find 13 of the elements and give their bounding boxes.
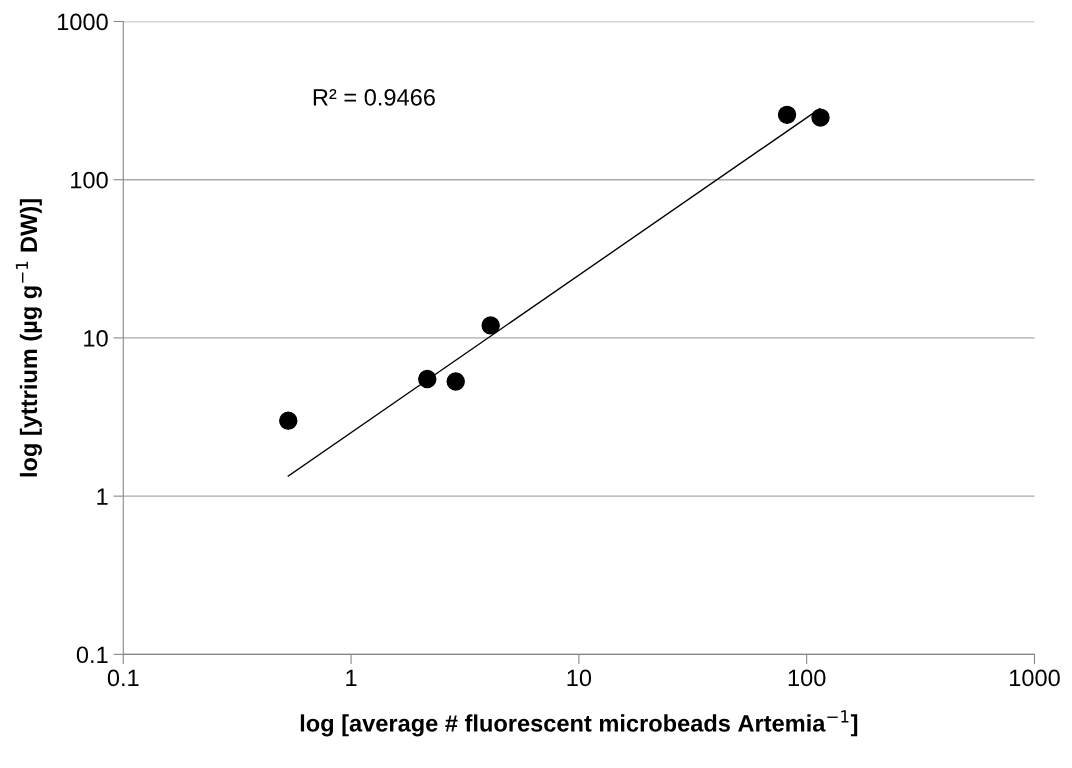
x-tick-label: 1000 <box>1010 669 1060 687</box>
x-axis-title: log [average # fluorescent microbeads Artemia$^{−1}$] <box>300 710 858 737</box>
y-axis-title: log [yttrium (µg g$^{−1}$ DW)] <box>15 199 42 477</box>
y-tick-label: 100 <box>71 171 108 189</box>
y-tick-label: 0.1 <box>76 646 108 664</box>
y-tick-label: 1 <box>97 488 108 505</box>
y-tick-label: 10 <box>84 329 108 347</box>
x-tick-label: 10 <box>567 669 592 687</box>
x-tick-label: 100 <box>788 669 826 687</box>
x-tick-label: 0.1 <box>107 669 139 687</box>
y-tick-label: 1000 <box>57 13 108 31</box>
x-tick-label: 1 <box>346 669 357 687</box>
annotation: R² = 0.9466 <box>313 88 435 106</box>
